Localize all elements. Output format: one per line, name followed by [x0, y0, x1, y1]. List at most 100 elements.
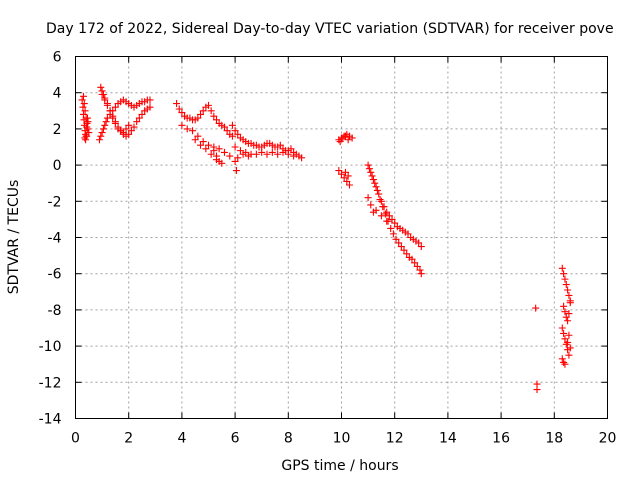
data-point: [82, 136, 90, 144]
data-point: [340, 174, 348, 182]
data-point: [97, 132, 105, 140]
data-point: [189, 127, 197, 135]
axis-ticks: 0 2 4 6 8 10 12 14 16 18 20 -14 -12 -10 -8 -6 -4 -2 0 2 4 6: [39, 50, 617, 447]
data-point: [566, 299, 574, 307]
data-point: [383, 217, 391, 225]
data-point: [205, 141, 212, 149]
data-point: [125, 121, 133, 129]
data-point: [376, 195, 384, 203]
data-point: [389, 230, 397, 238]
data-point: [335, 167, 343, 175]
chart-title: Day 172 of 2022, Sidereal Day-to-day VTE…: [46, 21, 614, 37]
data-point: [220, 148, 228, 156]
data-point: [344, 172, 352, 180]
data-point: [101, 94, 109, 102]
data-point: [379, 203, 387, 211]
data-point: [207, 150, 215, 158]
data-point: [226, 152, 234, 160]
x-tick-label: 8: [284, 431, 293, 447]
data-point: [564, 286, 572, 294]
data-point: [98, 129, 106, 137]
y-tick-label: 4: [53, 86, 62, 102]
data-point: [336, 138, 344, 146]
data-point: [199, 107, 207, 115]
data-point: [560, 270, 568, 278]
data-point: [84, 118, 92, 126]
y-tick-label: -6: [48, 267, 62, 283]
data-point: [558, 355, 566, 363]
data-point: [279, 148, 287, 156]
x-tick-label: 16: [492, 431, 510, 447]
data-point: [231, 157, 239, 165]
plot-frame: [75, 56, 608, 419]
data-point: [79, 103, 87, 111]
data-point: [371, 179, 379, 187]
data-point: [381, 210, 389, 218]
data-point: [178, 121, 186, 129]
x-tick-label: 2: [124, 431, 133, 447]
data-point: [560, 358, 568, 366]
data-point: [364, 161, 372, 169]
data-point: [81, 107, 89, 115]
data-point: [532, 304, 540, 312]
data-point: [146, 96, 154, 104]
x-tick-label: 4: [177, 431, 186, 447]
x-tick-label: 6: [231, 431, 240, 447]
data-point: [400, 246, 408, 254]
data-point: [558, 264, 566, 272]
data-point: [263, 150, 271, 158]
data-point: [239, 150, 247, 158]
data-point: [408, 255, 416, 263]
data-point: [244, 152, 252, 160]
data-point: [287, 145, 295, 153]
data-point: [228, 121, 236, 129]
data-point: [562, 340, 570, 348]
data-point: [207, 107, 215, 115]
data-point: [138, 110, 146, 118]
data-point: [368, 172, 376, 180]
data-point: [99, 91, 107, 99]
y-tick-label: 6: [53, 50, 62, 66]
data-point: [130, 123, 138, 131]
data-point: [178, 109, 186, 117]
grid: [75, 56, 608, 419]
data-point: [83, 132, 91, 140]
data-point: [411, 259, 419, 267]
data-point: [202, 145, 210, 153]
x-tick-label: 0: [71, 431, 80, 447]
data-point: [290, 152, 298, 160]
data-point: [388, 215, 396, 223]
x-axis-label: GPS time / hours: [281, 458, 398, 474]
y-tick-label: 2: [53, 122, 62, 138]
data-point: [119, 129, 127, 137]
data-point: [375, 190, 383, 198]
data-point: [413, 262, 421, 270]
y-tick-label: -12: [39, 375, 62, 391]
data-point: [173, 100, 181, 108]
data-point: [78, 96, 86, 104]
data-point: [564, 338, 572, 346]
data-points: [78, 83, 574, 394]
data-point: [122, 125, 130, 133]
data-point: [565, 291, 573, 299]
data-point: [102, 118, 110, 126]
y-tick-label: -2: [48, 194, 62, 210]
data-point: [341, 132, 349, 140]
data-point: [560, 302, 568, 310]
data-point: [395, 239, 403, 247]
data-point: [558, 324, 566, 332]
data-point: [369, 208, 377, 216]
data-point: [562, 281, 570, 289]
data-point: [111, 119, 119, 127]
data-point: [199, 138, 207, 146]
data-point: [228, 132, 236, 140]
data-point: [99, 125, 107, 133]
data-point: [298, 154, 306, 162]
data-point: [560, 329, 568, 337]
data-point: [111, 103, 119, 111]
data-point: [133, 118, 141, 126]
data-point: [80, 100, 88, 108]
data-point: [210, 147, 218, 155]
y-tick-label: -10: [39, 339, 62, 355]
